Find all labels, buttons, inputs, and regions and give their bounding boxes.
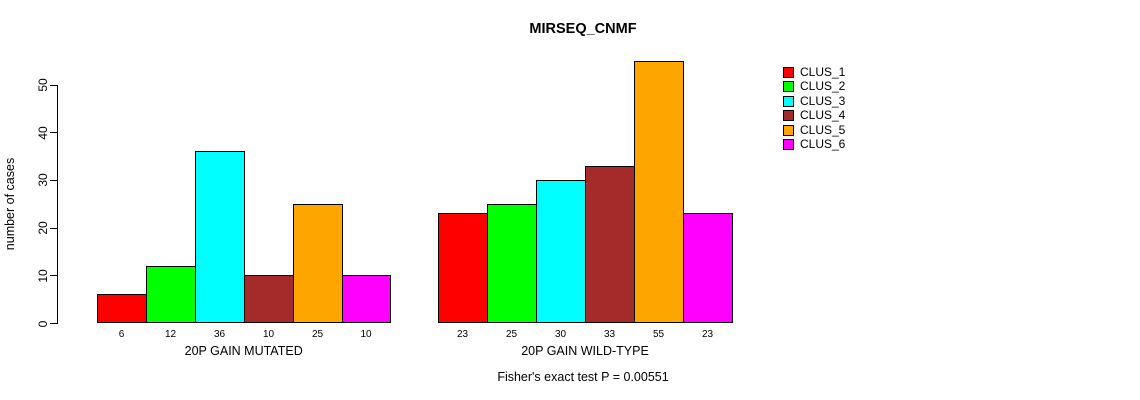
legend-swatch	[783, 124, 794, 136]
legend-label: CLUS_3	[800, 93, 846, 108]
legend-swatch	[783, 81, 794, 92]
bar-value-label: 10	[262, 329, 275, 340]
bar	[634, 61, 684, 323]
y-axis-label: number of cases	[3, 157, 17, 251]
y-tick-mark	[50, 323, 57, 324]
bar	[487, 204, 537, 323]
y-tick-mark	[50, 179, 57, 181]
bar	[146, 266, 196, 323]
y-tick-mark	[50, 132, 57, 134]
bar-value-label: 25	[505, 329, 518, 340]
chart-title: MIRSEQ_CNMF	[529, 21, 637, 37]
legend-swatch	[783, 110, 794, 121]
bar	[342, 275, 391, 323]
bar-value-label: 33	[603, 329, 616, 340]
bar	[195, 151, 245, 323]
legend-label: CLUS_4	[800, 108, 846, 122]
legend-label: CLUS_2	[800, 79, 846, 93]
bar	[585, 166, 635, 323]
group-label: 20P GAIN MUTATED	[184, 344, 303, 358]
y-axis-line	[57, 84, 58, 324]
bar-value-label: 36	[213, 329, 226, 340]
legend-label: CLUS_1	[800, 64, 846, 79]
bar	[683, 213, 733, 323]
y-tick-label: 0	[36, 320, 50, 327]
y-tick-label: 10	[36, 269, 50, 283]
bar-value-label: 30	[554, 329, 567, 340]
y-tick-mark	[50, 227, 57, 229]
legend-swatch	[783, 139, 794, 150]
bar	[244, 275, 294, 323]
y-tick-mark	[50, 84, 57, 86]
bar-value-label: 55	[652, 329, 665, 340]
y-tick-label: 50	[36, 78, 50, 92]
y-tick-label: 20	[36, 221, 50, 235]
bar	[97, 294, 147, 323]
bar-value-label: 6	[118, 329, 125, 340]
legend-label: CLUS_6	[800, 137, 846, 151]
bar-value-label: 23	[456, 329, 469, 340]
y-tick-label: 40	[36, 126, 50, 140]
bar-value-label: 23	[701, 329, 714, 340]
legend-label: CLUS_5	[800, 122, 846, 137]
bar	[536, 180, 586, 323]
legend-swatch	[783, 95, 794, 107]
y-tick-label: 30	[36, 173, 50, 188]
legend-swatch	[783, 66, 794, 78]
bar	[438, 213, 488, 323]
group-label: 20P GAIN WILD-TYPE	[521, 344, 649, 358]
bar-value-label: 25	[311, 329, 324, 340]
bar-value-label: 12	[164, 329, 177, 340]
bar	[293, 204, 343, 323]
y-tick-mark	[50, 275, 57, 277]
bar-value-label: 10	[360, 329, 372, 340]
annotation-text: Fisher's exact test P = 0.00551	[497, 370, 669, 384]
